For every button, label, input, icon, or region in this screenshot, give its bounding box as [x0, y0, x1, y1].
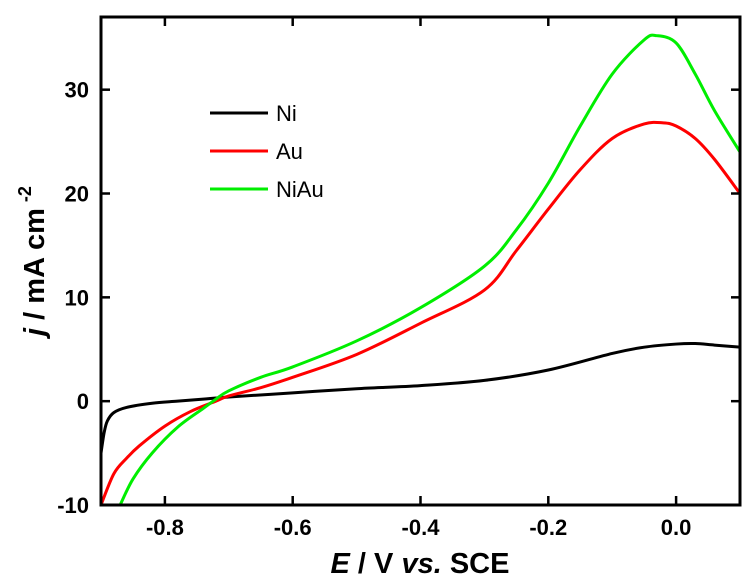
series-line-au	[101, 120, 740, 505]
legend-label-au: Au	[276, 139, 303, 164]
series-layer	[101, 33, 740, 505]
ticks-layer: -0.8 -0.6 -0.4 -0.2 0.0 -10 0 10 20 30	[57, 17, 740, 540]
y-tick-label: 0	[77, 389, 89, 414]
x-axis-title: E / V vs. SCE	[331, 548, 510, 580]
y-tick-label: 20	[65, 182, 89, 207]
y-tick-label: 30	[65, 78, 89, 103]
legend-label-niau: NiAu	[276, 177, 324, 202]
y-tick-label: -10	[57, 493, 89, 518]
series-line-niau	[118, 33, 740, 505]
x-tick-label: -0.8	[146, 515, 184, 540]
series-line-ni	[101, 341, 740, 454]
x-tick-label: -0.4	[402, 515, 441, 540]
y-tick-label: 10	[65, 285, 89, 310]
plot-frame	[99, 15, 742, 507]
y-axis-title: j / mA cm-2	[15, 186, 51, 340]
legend-label-ni: Ni	[276, 101, 297, 126]
x-tick-label: -0.6	[274, 515, 312, 540]
x-tick-label: -0.2	[529, 515, 567, 540]
x-tick-label: 0.0	[661, 515, 692, 540]
